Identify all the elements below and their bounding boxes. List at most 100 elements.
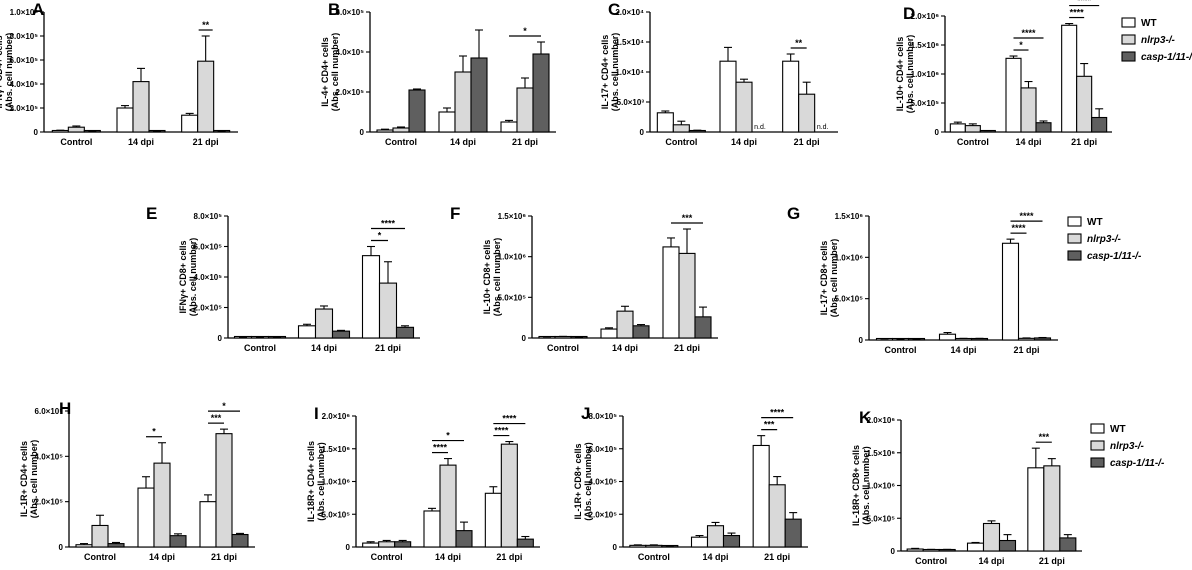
bar-wt [137,487,155,548]
significance-label: *** [211,413,222,423]
bar-casp-1-11- [784,518,802,548]
x-tick-label: 21 dpi [375,343,401,353]
y-axis-label: IFNγ+ CD8+ cells [178,240,188,313]
legend-swatch [1090,440,1105,451]
bar-wt [423,510,441,548]
y-axis-label: IFNγ+ CD4+ cells [0,35,4,108]
x-tick-label: 14 dpi [149,552,175,562]
bar-wt [500,121,518,133]
y-tick-label: 6.0×10⁵ [336,8,365,17]
bar-wt [600,328,618,339]
bar-wt [949,123,966,133]
legend-label: nlrp3-/- [1087,234,1122,245]
x-tick-label: 21 dpi [674,343,700,353]
bar-nlrp3- [378,541,396,548]
y-tick-label: 2.0×10⁵ [589,510,618,519]
legend: WT nlrp3-/- casp-1/11-/- [1090,423,1165,469]
panel-letter: I [314,404,319,423]
bar-wt [181,114,199,133]
y-tick-label: 5.0×10⁵ [322,510,351,519]
y-tick-label: 6.0×10⁵ [589,445,618,454]
bar-casp-1-11- [722,534,741,548]
y-axis-label: IL-17+ CD8+ cells [819,241,829,316]
x-tick-label: Control [665,137,697,147]
panel-c: C 0 5.0×10³ 1.0×10⁴ 1.5×10⁴ 2.0×10⁴ IL-17+ CD4… [600,0,838,147]
bar-wt [75,544,93,548]
y-axis-label: (Abs. cell number) [4,33,14,112]
bar-wt [966,542,985,552]
bar-wt [752,444,770,548]
y-tick-label: 8.0×10⁵ [10,32,39,41]
y-tick-label: 0 [218,334,223,343]
y-axis-label: IL-10+ CD8+ cells [482,240,492,315]
bar-nlrp3- [153,462,171,548]
y-axis-label: IL-4+ CD4+ cells [320,37,330,107]
bar-nlrp3- [768,484,786,548]
bar-nlrp3- [706,525,725,548]
legend-label: nlrp3-/- [1141,35,1176,46]
bar-nlrp3- [500,443,518,548]
bar-nlrp3- [735,81,753,133]
y-axis-label: IL-18R+ CD4+ cells [306,441,316,522]
panel-j: J 0 2.0×10⁵ 4.0×10⁵ 6.0×10⁵ 8.0×10⁵ IL-1R+ CD8… [573,404,808,562]
x-tick-label: 21 dpi [193,137,219,147]
x-tick-label: 14 dpi [1015,137,1041,147]
bar-wt [484,492,502,548]
y-tick-label: 5.0×10⁵ [867,514,896,523]
x-tick-label: Control [885,345,917,355]
y-tick-label: 5.0×10³ [617,98,645,107]
bar-wt [719,60,737,133]
x-tick-label: 21 dpi [1039,556,1065,566]
x-tick-label: 14 dpi [128,137,154,147]
y-axis-label: IL-17+ CD4+ cells [600,35,610,110]
x-tick-label: 21 dpi [1013,345,1039,355]
panel-letter: G [787,204,800,223]
bar-casp-1-11- [1059,537,1077,552]
significance-label: **** [494,426,509,436]
x-tick-label: 14 dpi [450,137,476,147]
bar-nlrp3- [454,71,472,133]
bar-casp-1-11- [394,541,412,548]
y-axis-label: (Abs. cell number) [492,238,502,317]
panel-letter: C [608,0,620,19]
y-tick-label: 1.0×10⁶ [322,478,351,487]
bar-casp-1-11- [694,316,712,339]
panel-letter: A [32,0,44,19]
bar-casp-1-11- [395,326,415,339]
legend-swatch [1067,216,1082,227]
y-tick-label: 4.0×10⁵ [589,478,618,487]
y-tick-label: 8.0×10⁵ [194,212,223,221]
panel-k: K 0 5.0×10⁵ 1.0×10⁶ 1.5×10⁶ 2.0×10⁶ IL-18R+ CD… [851,408,1082,566]
panel-letter: B [328,0,340,19]
significance-label: * [152,427,156,437]
y-tick-label: 5.0×10⁵ [835,295,864,304]
bar-nlrp3- [1020,87,1037,133]
y-tick-label: 2.0×10⁵ [336,88,365,97]
bar-nlrp3- [672,124,690,133]
significance-label: * [523,26,527,36]
bar-nlrp3- [215,433,233,548]
nd-label: n.d. [754,124,766,131]
significance-label: * [1019,40,1023,50]
y-tick-label: 0 [613,543,618,552]
bar-wt [1001,242,1020,341]
x-tick-label: Control [915,556,947,566]
y-tick-label: 5.0×10⁵ [911,99,940,108]
bar-wt [376,129,394,133]
x-tick-label: 21 dpi [211,552,237,562]
panel-h: H 0 2.0×10⁵ 4.0×10⁵ 6.0×10⁵ IL-1R+ CD4+ cells… [19,399,255,562]
x-tick-label: Control [957,137,989,147]
y-tick-label: 1.5×10⁴ [615,38,644,47]
y-tick-label: 1.0×10⁶ [911,70,940,79]
bar-casp-1-11- [1091,116,1108,133]
legend-label: casp-1/11-/- [1110,458,1165,469]
nd-label: n.d. [817,124,829,131]
bar-wt [438,111,456,133]
bar-nlrp3- [67,126,85,133]
y-tick-label: 1.5×10⁶ [911,41,940,50]
x-tick-label: 21 dpi [512,137,538,147]
y-tick-label: 6.0×10⁵ [10,56,39,65]
y-axis-label: IL-1R+ CD8+ cells [573,443,583,519]
x-tick-label: 21 dpi [1071,137,1097,147]
bar-casp-1-11- [632,325,650,339]
